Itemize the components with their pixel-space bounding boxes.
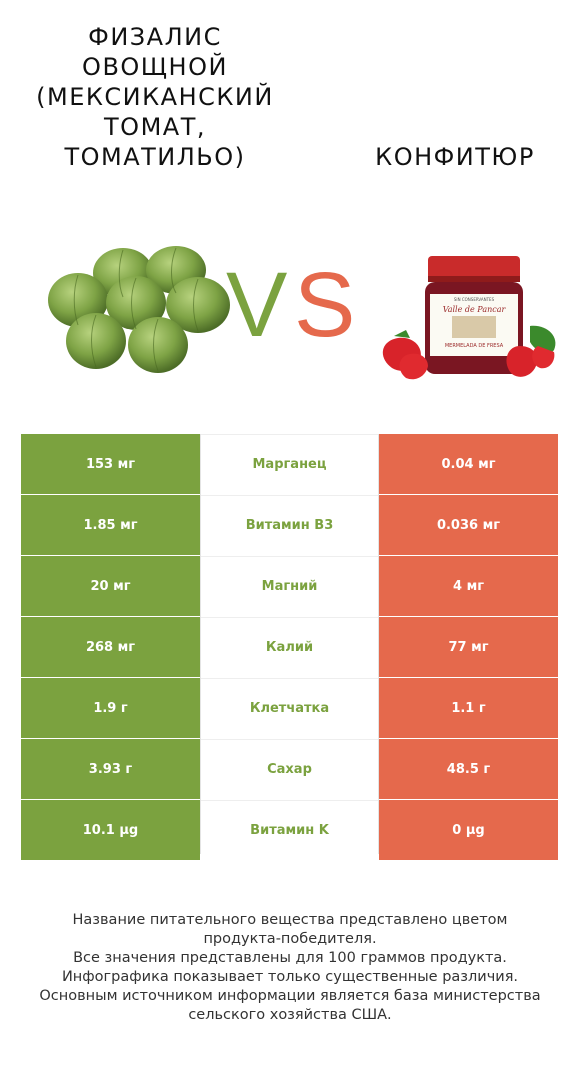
vs-v-letter: V (226, 254, 287, 352)
table-row: 153 мг Марганец 0.04 мг (21, 434, 558, 495)
table-row: 20 мг Магний 4 мг (21, 556, 558, 617)
footer-line: Все значения представлены для 100 граммо… (73, 950, 507, 966)
tomatillo-fruit (48, 246, 230, 373)
right-value: 0 µg (379, 800, 558, 860)
right-value: 4 мг (379, 556, 558, 616)
vs-s-letter: S (294, 254, 355, 352)
left-value: 268 мг (21, 617, 200, 677)
left-value: 1.9 г (21, 678, 200, 738)
nutrient-name: Витамин K (200, 800, 379, 860)
footer-line: Основным источником информации является … (39, 988, 541, 1004)
nutrient-name: Магний (200, 556, 379, 616)
right-value: 77 мг (379, 617, 558, 677)
footer-line: сельского хозяйства США. (188, 1007, 392, 1023)
jam-jar-image: SIN CONSERVANTES Valle de Pancar MERMELA… (382, 256, 556, 380)
nutrient-name: Сахар (200, 739, 379, 799)
nutrient-name: Калий (200, 617, 379, 677)
footer-line: продукта-победителя. (203, 931, 377, 947)
left-value: 20 мг (21, 556, 200, 616)
left-value: 3.93 г (21, 739, 200, 799)
nutrient-name: Марганец (200, 434, 379, 494)
jar-brand-text: Valle de Pancar (443, 305, 507, 314)
comparison-table: 153 мг Марганец 0.04 мг 1.85 мг Витамин B3 0.… (21, 434, 558, 860)
right-product-title: Конфитюр (375, 143, 535, 171)
left-value: 153 мг (21, 434, 200, 494)
table-row: 268 мг Калий 77 мг (21, 617, 558, 678)
nutrient-name: Витамин B3 (200, 495, 379, 555)
footer-line: Название питательного вещества представл… (72, 912, 508, 928)
right-value: 1.1 г (379, 678, 558, 738)
right-value: 0.036 мг (379, 495, 558, 555)
right-value: 48.5 г (379, 739, 558, 799)
table-row: 3.93 г Сахар 48.5 г (21, 739, 558, 800)
footer-notes: Название питательного вещества представл… (15, 911, 565, 1025)
tomatillo-image (48, 246, 230, 373)
table-row: 1.9 г Клетчатка 1.1 г (21, 678, 558, 739)
jar-product-text: MERMELADA DE FRESA (445, 343, 504, 349)
footer-line: Инфографика показывает только существенн… (61, 969, 519, 985)
left-value: 1.85 мг (21, 495, 200, 555)
left-product-title: Физалис овощной (мексиканский томат, том… (36, 23, 274, 171)
strawberry-icon (382, 325, 556, 380)
jar-top-text: SIN CONSERVANTES (454, 297, 495, 302)
left-value: 10.1 µg (21, 800, 200, 860)
vs-logo: V S (226, 254, 355, 352)
table-row: 1.85 мг Витамин B3 0.036 мг (21, 495, 558, 556)
nutrient-name: Клетчатка (200, 678, 379, 738)
right-value: 0.04 мг (379, 434, 558, 494)
